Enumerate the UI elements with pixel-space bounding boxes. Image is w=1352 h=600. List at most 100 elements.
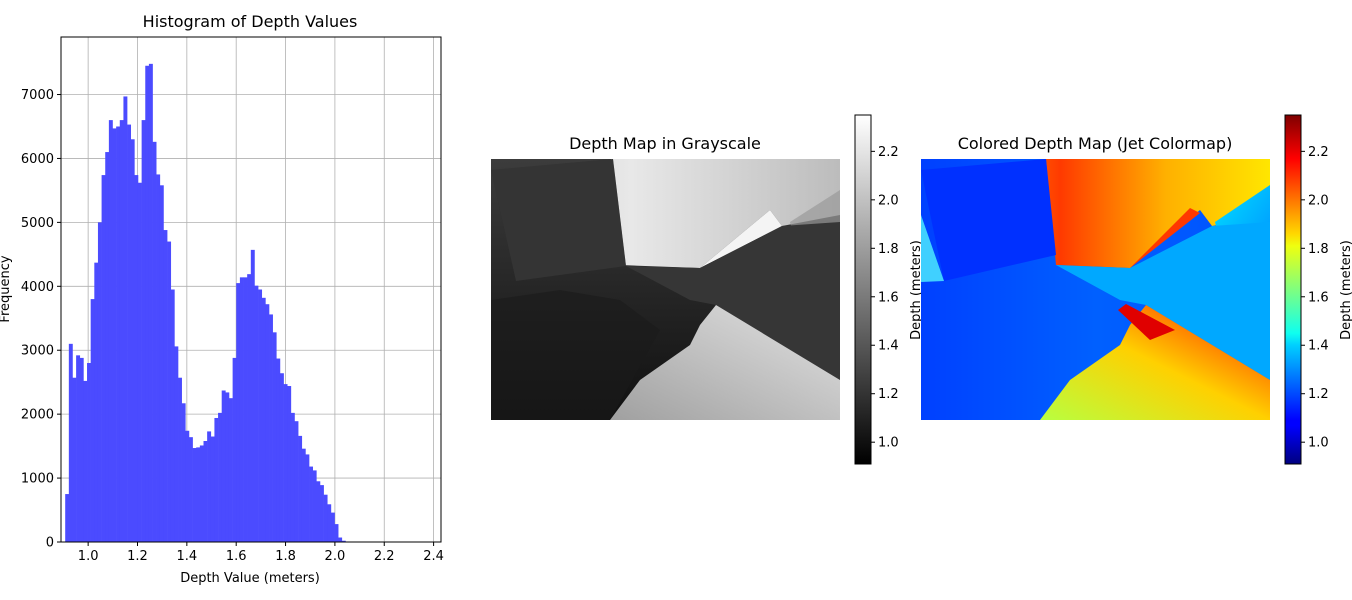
y-tick-label: 7000 [21, 88, 54, 103]
histogram-bar [250, 249, 255, 542]
histogram-bar [145, 65, 150, 543]
jet-colorbar-label: Depth (meters) [1339, 240, 1352, 340]
histogram-bar [301, 448, 306, 542]
x-tick-label: 2.0 [325, 549, 346, 564]
jet-depth-map: Colored Depth Map (Jet Colormap) 1.0 1.2 1… [921, 114, 1352, 465]
histogram-bar [218, 412, 222, 542]
histogram-bar [207, 431, 212, 542]
histogram-bar [94, 262, 99, 542]
histogram-x-ticks: 1.0 1.2 1.4 1.6 1.8 2.0 2.2 2.4 [78, 542, 444, 564]
histogram-bar [199, 445, 204, 542]
grayscale-colorbar-ticks: 1.0 1.2 1.4 1.6 1.8 2.0 2.2 [871, 145, 899, 451]
x-tick-label: 1.4 [177, 549, 198, 564]
histogram-bars [65, 63, 364, 543]
x-tick-label: 1.8 [275, 549, 296, 564]
histogram-bar [174, 346, 179, 542]
histogram-bar [192, 448, 197, 542]
y-tick-label: 3000 [21, 344, 54, 359]
histogram-bar [130, 139, 135, 542]
histogram-bar [185, 430, 190, 542]
histogram-bar [272, 332, 277, 542]
histogram-bar [225, 392, 230, 542]
histogram-bar [87, 363, 91, 542]
histogram-bar [137, 182, 142, 543]
histogram-bar [279, 373, 284, 542]
histogram-bar [127, 124, 132, 542]
grayscale-image [491, 159, 840, 420]
y-tick-label: 6000 [21, 152, 54, 167]
x-tick-label: 1.2 [127, 549, 148, 564]
histogram-bar [178, 377, 182, 542]
histogram-bar [316, 481, 321, 542]
histogram-bar [148, 63, 153, 542]
colorbar-tick-label: 1.8 [878, 242, 899, 257]
colorbar-tick-label: 1.2 [878, 387, 899, 402]
histogram-bar [305, 454, 310, 542]
histogram-bar [228, 398, 233, 542]
histogram-bar [319, 485, 324, 542]
histogram-bar [101, 175, 106, 543]
histogram-bar [261, 297, 266, 542]
histogram-bar [334, 524, 339, 542]
y-tick-label: 1000 [21, 472, 54, 487]
histogram-bar [141, 120, 146, 543]
histogram-bar [330, 512, 335, 542]
x-tick-label: 1.0 [78, 549, 99, 564]
histogram-bar [79, 357, 84, 542]
histogram-bar [105, 152, 110, 542]
histogram-bar [323, 494, 328, 542]
histogram-bar [156, 174, 161, 542]
histogram-bar [214, 417, 219, 542]
histogram-bar [290, 412, 295, 542]
histogram-bar [170, 289, 175, 542]
grayscale-title: Depth Map in Grayscale [569, 134, 761, 153]
histogram-bar [112, 128, 117, 543]
colorbar-tick-label: 1.2 [1308, 387, 1329, 402]
histogram-bar [283, 384, 288, 542]
histogram-bar [236, 283, 241, 542]
colorbar-tick-label: 1.6 [1308, 290, 1329, 305]
histogram-bar [239, 277, 244, 542]
histogram-bar [65, 494, 70, 542]
colorbar-tick-label: 1.4 [878, 339, 899, 354]
colorbar-tick-label: 1.6 [878, 290, 899, 305]
histogram-bar [247, 274, 252, 542]
histogram-bar [123, 96, 128, 542]
histogram-bar [258, 289, 263, 542]
histogram-title: Histogram of Depth Values [143, 12, 358, 31]
histogram-bar [232, 357, 237, 542]
histogram-bar [188, 437, 193, 542]
histogram-bar [341, 540, 346, 542]
histogram-bar [97, 222, 102, 542]
y-tick-label: 4000 [21, 280, 54, 295]
colorbar-tick-label: 1.0 [1308, 436, 1329, 451]
histogram-bar [83, 380, 88, 542]
histogram-bar [167, 241, 172, 543]
jet-title: Colored Depth Map (Jet Colormap) [958, 134, 1233, 153]
histogram-bar [76, 355, 81, 542]
y-tick-label: 5000 [21, 216, 54, 231]
histogram-x-label: Depth Value (meters) [180, 571, 320, 586]
histogram-bar [294, 421, 299, 542]
histogram-chart: Histogram of Depth Values 1.0 1.2 1.4 1.6 1.… [0, 12, 444, 586]
histogram-bar [269, 314, 273, 542]
colorbar-tick-label: 1.8 [1308, 242, 1329, 257]
histogram-bar [221, 390, 226, 542]
x-tick-label: 1.6 [226, 549, 247, 564]
jet-image [921, 159, 1270, 420]
histogram-y-label: Frequency [0, 255, 13, 322]
histogram-bar [68, 343, 73, 542]
histogram-bar [254, 285, 259, 542]
grayscale-colorbar [854, 114, 872, 465]
x-tick-label: 2.4 [423, 549, 444, 564]
jet-colorbar-ticks: 1.0 1.2 1.4 1.6 1.8 2.0 2.2 [1301, 145, 1329, 451]
histogram-bar [309, 466, 313, 542]
colorbar-tick-label: 1.4 [1308, 339, 1329, 354]
histogram-bar [72, 377, 77, 542]
histogram-bar [287, 386, 292, 542]
y-tick-label: 2000 [21, 408, 54, 423]
grayscale-depth-map: Depth Map in Grayscale 1.0 1.2 1.4 1.6 1.8 2.… [491, 114, 924, 465]
histogram-bar [196, 447, 201, 542]
histogram-bar [327, 504, 332, 542]
